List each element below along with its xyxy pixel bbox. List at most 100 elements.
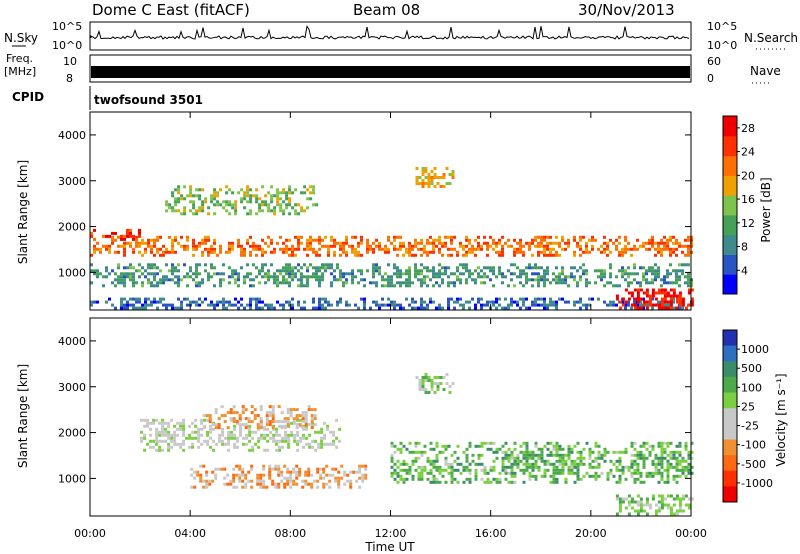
echo-cell: [408, 284, 411, 288]
echo-cell: [516, 247, 519, 251]
echo-cell: [507, 269, 510, 273]
echo-cell: [156, 266, 159, 270]
echo-cell: [272, 436, 276, 440]
echo-cell: [399, 450, 403, 454]
echo-cell: [318, 303, 321, 307]
echo-cell: [426, 456, 430, 460]
echo-cell: [690, 300, 694, 304]
echo-cell: [309, 235, 312, 239]
echo-cell: [393, 450, 397, 454]
echo-cell: [543, 278, 546, 282]
echo-cell: [486, 441, 490, 445]
echo-cell: [420, 477, 424, 481]
echo-cell: [561, 247, 564, 251]
echo-cell: [666, 462, 670, 466]
echo-cell: [651, 471, 655, 475]
echo-cell: [159, 269, 162, 273]
echo-cell: [393, 263, 396, 267]
power-plot-area: [90, 167, 694, 310]
echo-cell: [375, 238, 378, 242]
echo-cell: [657, 462, 661, 466]
echo-cell: [276, 278, 279, 282]
echo-cell: [678, 503, 682, 507]
echo-cell: [318, 241, 321, 245]
echo-cell: [438, 303, 441, 307]
echo-cell: [477, 462, 481, 466]
echo-cell: [321, 238, 324, 242]
echo-cell: [651, 266, 654, 270]
echo-cell: [147, 244, 150, 248]
echo-cell: [132, 266, 135, 270]
echo-cell: [302, 445, 306, 449]
echo-cell: [396, 480, 400, 484]
echo-cell: [507, 238, 510, 242]
echo-cell: [295, 470, 299, 474]
echo-cell: [171, 263, 174, 267]
echo-cell: [531, 266, 534, 270]
echo-cell: [304, 414, 308, 418]
colorbar-segment: [723, 423, 737, 440]
echo-cell: [654, 465, 658, 469]
echo-cell: [654, 468, 658, 472]
echo-cell: [465, 447, 469, 451]
echo-cell: [558, 297, 561, 301]
echo-cell: [567, 450, 571, 454]
echo-cell: [486, 275, 489, 279]
echo-cell: [186, 194, 190, 198]
echo-cell: [171, 244, 174, 248]
echo-cell: [192, 238, 195, 242]
echo-cell: [468, 468, 472, 472]
echo-cell: [687, 471, 691, 475]
echo-cell: [421, 376, 425, 379]
echo-cell: [337, 476, 341, 480]
echo-cell: [654, 456, 658, 460]
echo-cell: [654, 247, 657, 251]
echo-cell: [294, 188, 298, 192]
echo-cell: [186, 247, 189, 251]
echo-cell: [687, 235, 690, 239]
echo-cell: [627, 291, 631, 295]
echo-cell: [418, 182, 422, 185]
echo-cell: [642, 462, 646, 466]
echo-cell: [522, 244, 525, 248]
echo-cell: [273, 250, 276, 254]
echo-cell: [618, 503, 622, 507]
echo-cell: [267, 209, 271, 213]
echo-cell: [335, 445, 339, 449]
echo-cell: [331, 473, 335, 477]
echo-cell: [226, 426, 230, 430]
echo-cell: [114, 250, 117, 254]
echo-cell: [292, 470, 296, 474]
echo-cell: [439, 185, 443, 188]
echo-cell: [642, 453, 646, 457]
echo-cell: [522, 441, 526, 445]
echo-cell: [459, 263, 462, 267]
echo-cell: [285, 244, 288, 248]
echo-cell: [603, 453, 607, 457]
echo-cell: [267, 278, 270, 282]
echo-cell: [209, 445, 213, 449]
echo-cell: [483, 235, 486, 239]
echo-cell: [93, 228, 96, 232]
echo-cell: [211, 479, 215, 483]
echo-cell: [171, 209, 175, 213]
echo-cell: [167, 421, 171, 425]
colorbar-tick-label: -100: [741, 439, 766, 452]
echo-cell: [282, 266, 285, 270]
echo-cell: [612, 284, 615, 288]
echo-cell: [441, 241, 444, 245]
echo-cell: [144, 275, 147, 279]
echo-cell: [198, 209, 202, 213]
echo-cell: [393, 284, 396, 288]
echo-cell: [687, 303, 691, 307]
echo-cell: [378, 247, 381, 251]
echo-cell: [294, 266, 297, 270]
echo-cell: [468, 462, 472, 466]
echo-cell: [459, 241, 462, 245]
echo-cell: [414, 468, 418, 472]
echo-cell: [171, 269, 174, 273]
echo-cell: [288, 300, 291, 304]
echo-cell: [435, 441, 439, 445]
echo-cell: [504, 241, 507, 245]
echo-cell: [312, 297, 315, 301]
